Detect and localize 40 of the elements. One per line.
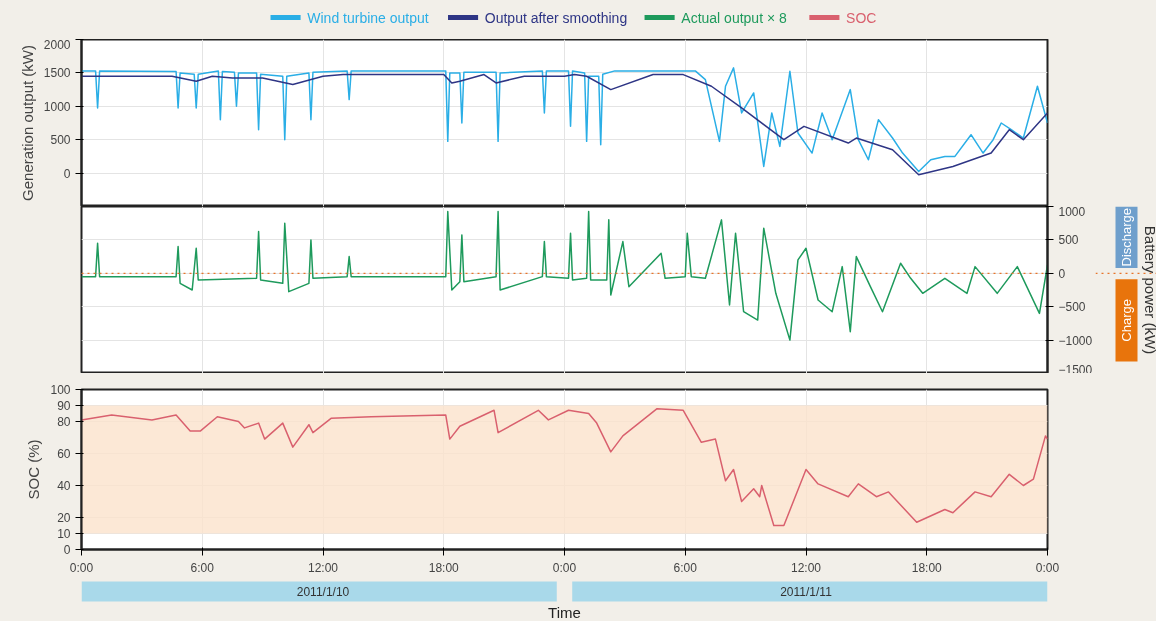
x-tick-label: 18:00 <box>428 560 460 575</box>
x-tick-label: 12:00 <box>307 560 339 575</box>
x-tick-label: 0:00 <box>552 560 577 575</box>
legend-label: SOC <box>846 9 877 26</box>
y-axis-title: Generation output (kW) <box>18 45 36 201</box>
y-tick-label: 80 <box>57 415 71 429</box>
y2-tick-label: −1000 <box>1058 333 1093 348</box>
text: 2011/1/11 <box>780 584 833 599</box>
y2-tick-label: 0 <box>1058 266 1066 281</box>
y-tick-label: 1500 <box>43 66 71 81</box>
y-tick-label: 0 <box>63 166 71 181</box>
y-tick-label: 100 <box>50 383 71 397</box>
y-tick-label: 2000 <box>43 37 71 52</box>
legend-label: Wind turbine output <box>307 9 429 26</box>
y2-tick-label: −1500 <box>1058 362 1093 377</box>
y2-tick-label: 1000 <box>1058 204 1086 219</box>
y-tick-label: 10 <box>57 527 71 541</box>
legend-label: Output after smoothing <box>484 9 628 26</box>
y-tick-label: 1000 <box>43 99 71 114</box>
x-tick-label: 0:00 <box>69 560 94 575</box>
text: Discharge <box>1119 207 1134 267</box>
y-axis-title: SOC (%) <box>25 439 43 500</box>
y2-tick-label: 500 <box>1058 233 1079 248</box>
text: 2011/1/10 <box>296 584 350 599</box>
x-tick-label: 12:00 <box>790 560 822 575</box>
y-tick-label: 60 <box>57 447 71 461</box>
x-tick-label: 6:00 <box>673 560 698 575</box>
x-tick-label: 6:00 <box>190 560 215 575</box>
y-tick-label: 20 <box>57 511 71 525</box>
y-tick-label: 40 <box>57 479 71 493</box>
y-tick-label: 500 <box>50 133 71 148</box>
legend-label: Actual output × 8 <box>681 9 787 26</box>
x-axis-title: Time <box>548 604 581 621</box>
text: Charge <box>1119 299 1134 342</box>
x-tick-label: 0:00 <box>1035 560 1060 575</box>
y2-tick-label: −500 <box>1058 300 1086 315</box>
y-tick-label: 90 <box>57 399 71 413</box>
y2-axis-title: Battery power (kW) <box>1142 225 1156 355</box>
y-tick-label: 0 <box>63 543 71 557</box>
x-tick-label: 18:00 <box>911 560 943 575</box>
